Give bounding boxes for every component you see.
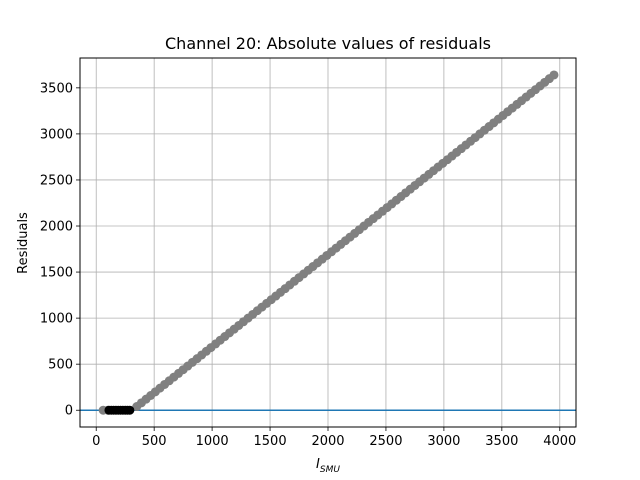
x-tick-label: 1000 xyxy=(196,434,229,449)
y-tick-label: 0 xyxy=(65,404,73,419)
x-axis-title-subscript: SMU xyxy=(320,465,340,475)
x-tick-label: 4000 xyxy=(543,434,576,449)
y-axis-title: Residuals xyxy=(16,212,31,274)
y-tick-label: 2000 xyxy=(40,220,73,235)
y-tick-label: 3500 xyxy=(40,81,73,96)
x-tick-label: 500 xyxy=(142,434,167,449)
data-point-grey xyxy=(549,70,559,80)
x-axis-title-main: I xyxy=(316,457,320,472)
y-tick-label: 2500 xyxy=(40,173,73,188)
x-tick-label: 0 xyxy=(92,434,100,449)
y-tick-label: 1500 xyxy=(40,266,73,281)
x-tick-label: 2500 xyxy=(369,434,402,449)
y-tick-label: 1000 xyxy=(40,312,73,327)
data-point-black xyxy=(125,405,135,415)
x-axis-title: ISMU xyxy=(316,457,340,475)
data-points xyxy=(98,70,559,415)
y-tick-label: 3000 xyxy=(40,127,73,142)
x-axis-ticks: 0 500 1000 1500 2000 2500 3000 3500 4000 xyxy=(92,427,576,449)
x-tick-label: 2000 xyxy=(311,434,344,449)
chart-title: Channel 20: Absolute values of residuals xyxy=(165,34,491,53)
y-tick-label: 500 xyxy=(48,358,73,373)
y-axis-ticks: 0 500 1000 1500 2000 2500 3000 3500 xyxy=(40,81,80,419)
x-tick-label: 3000 xyxy=(427,434,460,449)
x-tick-label: 3500 xyxy=(485,434,518,449)
grid xyxy=(80,58,576,427)
x-tick-label: 1500 xyxy=(254,434,287,449)
